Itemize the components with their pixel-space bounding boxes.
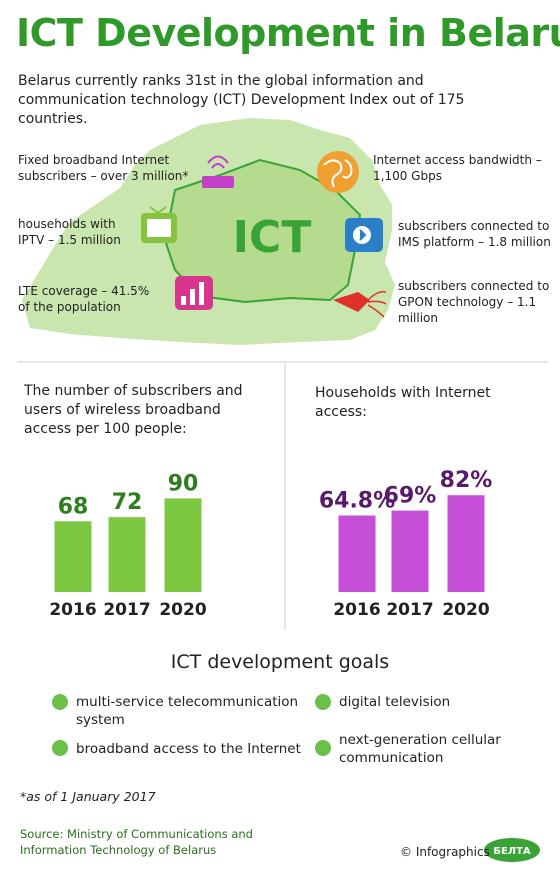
goal: broadband access to the Internet <box>76 741 301 757</box>
x-tick-label: 2016 <box>49 600 96 620</box>
x-tick-label: 2020 <box>159 600 206 620</box>
fiber-icon <box>333 290 387 318</box>
annotation: subscribers connected to GPON technology… <box>398 279 550 325</box>
signal-icon <box>175 276 213 310</box>
value-label: 68 <box>58 494 89 519</box>
goal-bullet <box>52 740 68 756</box>
value-label: 82% <box>440 468 493 493</box>
bar <box>338 515 376 592</box>
globe-icon <box>317 151 359 193</box>
annotation: households with IPTV – 1.5 million <box>18 217 121 247</box>
chart-title: Households with Internet access: <box>315 385 491 420</box>
goals-title: ICT development goals <box>170 651 390 673</box>
value-label: 69% <box>384 484 437 509</box>
bar <box>391 510 429 592</box>
source: Source: Ministry of Communications and I… <box>20 827 253 857</box>
goal-bullet <box>52 694 68 710</box>
chart-title: The number of subscribers and users of w… <box>24 383 243 437</box>
bar <box>54 521 92 592</box>
value-label: 90 <box>168 471 199 496</box>
tv-icon <box>141 206 177 243</box>
map-center-label: ICT <box>233 212 312 263</box>
copyright: © Infographics <box>400 845 490 859</box>
x-tick-label: 2017 <box>103 600 150 620</box>
annotation: subscribers connected to IMS platform – … <box>398 219 551 249</box>
goal-bullet <box>315 694 331 710</box>
footnote: *as of 1 January 2017 <box>20 789 156 804</box>
goal-bullet <box>315 740 331 756</box>
router-icon <box>202 155 234 188</box>
x-tick-label: 2020 <box>442 600 489 620</box>
bar <box>164 498 202 592</box>
logo: БЕЛТА <box>484 838 540 862</box>
value-label: 64.8% <box>319 489 395 514</box>
x-tick-label: 2016 <box>333 600 380 620</box>
page-title: ICT Development in Belarus <box>16 11 560 55</box>
logo-text: БЕЛТА <box>493 846 531 857</box>
ims-icon <box>345 218 383 252</box>
annotation: Fixed broadband Internet subscribers – o… <box>18 153 189 183</box>
value-label: 72 <box>112 490 143 515</box>
goal: multi-service telecommunication system <box>76 694 299 728</box>
intro: Belarus currently ranks 31st in the glob… <box>18 73 465 127</box>
goal: next-generation cellular communication <box>339 732 501 766</box>
bar <box>447 495 485 592</box>
annotation: LTE coverage – 41.5% of the population <box>18 284 150 314</box>
goal: digital television <box>339 694 451 710</box>
annotation: Internet access bandwidth – 1,100 Gbps <box>373 153 542 183</box>
x-tick-label: 2017 <box>386 600 433 620</box>
bar <box>108 517 146 592</box>
